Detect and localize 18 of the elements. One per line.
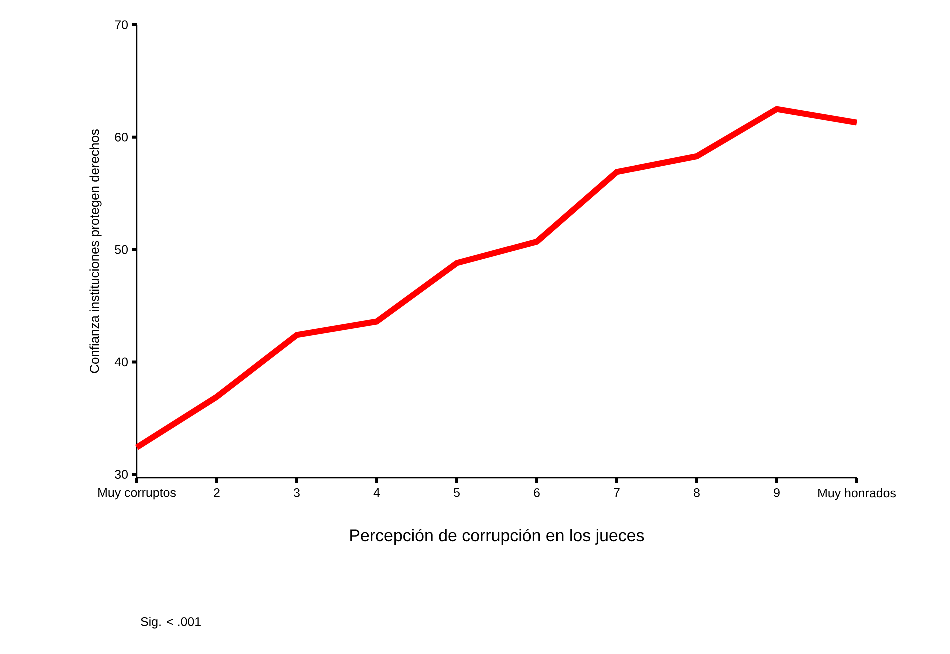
x-tick-label: 5: [454, 488, 460, 498]
y-tick-label: 60: [115, 132, 128, 142]
x-axis-title: Percepción de corrupción en los jueces: [350, 528, 644, 545]
y-tick-label: 50: [115, 245, 128, 254]
x-tick-label: 3: [294, 488, 300, 498]
x-tick-label: 8: [694, 488, 700, 498]
x-tick-label: 6: [534, 488, 540, 498]
x-tick-label: Muy honrados: [818, 488, 896, 500]
text: Sig. < .001: [141, 617, 201, 629]
y-tick-label: 30: [115, 470, 128, 480]
x-tick-label: 9: [774, 488, 780, 498]
y-tick-label: 40: [114, 358, 128, 367]
y-tick-label: 70: [115, 20, 128, 30]
x-tick-label: 7: [614, 488, 620, 498]
x-tick-label: 4: [374, 488, 380, 498]
x-tick-label: Muy corruptos: [98, 488, 176, 500]
y-axis-title: Confianza instituciones protegen derechos: [90, 130, 102, 374]
x-tick-label: 2: [214, 488, 220, 498]
